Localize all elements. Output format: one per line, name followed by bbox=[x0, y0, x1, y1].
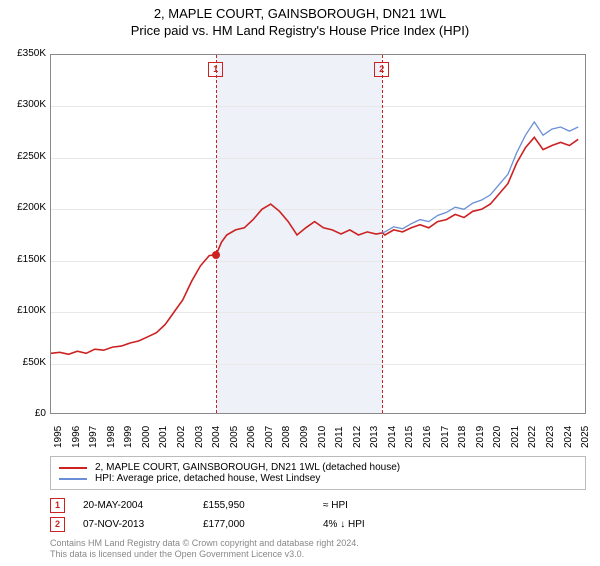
legend-swatch-icon bbox=[59, 478, 87, 480]
x-axis-label: 2010 bbox=[317, 426, 328, 448]
y-axis-label: £100K bbox=[2, 305, 46, 316]
event-marker-2: 2 bbox=[374, 62, 389, 77]
x-axis-label: 2017 bbox=[440, 426, 451, 448]
x-axis-label: 2020 bbox=[492, 426, 503, 448]
x-axis-label: 2004 bbox=[211, 426, 222, 448]
plot-area bbox=[50, 54, 586, 414]
footer-line-2: This data is licensed under the Open Gov… bbox=[50, 549, 359, 560]
x-axis-label: 2000 bbox=[141, 426, 152, 448]
y-axis-label: £300K bbox=[2, 99, 46, 110]
x-axis-label: 1995 bbox=[53, 426, 64, 448]
x-axis-label: 2022 bbox=[527, 426, 538, 448]
x-axis-label: 2021 bbox=[510, 426, 521, 448]
y-axis-label: £0 bbox=[2, 408, 46, 419]
sales-table: 1 20-MAY-2004£155,950≈ HPI 2 07-NOV-2013£17… bbox=[50, 498, 586, 536]
legend-swatch-icon bbox=[59, 467, 87, 469]
x-axis-label: 2015 bbox=[404, 426, 415, 448]
sale-price: £177,000 bbox=[203, 519, 323, 530]
chart-title-subtitle: Price paid vs. HM Land Registry's House … bbox=[0, 23, 600, 38]
x-axis-label: 2008 bbox=[281, 426, 292, 448]
x-axis-label: 1999 bbox=[123, 426, 134, 448]
y-axis-label: £150K bbox=[2, 254, 46, 265]
x-axis-label: 2002 bbox=[176, 426, 187, 448]
x-axis-label: 2014 bbox=[387, 426, 398, 448]
event-marker-1: 1 bbox=[208, 62, 223, 77]
x-axis-label: 1998 bbox=[106, 426, 117, 448]
legend-item: 2, MAPLE COURT, GAINSBOROUGH, DN21 1WL (… bbox=[59, 462, 577, 473]
sale-row: 1 20-MAY-2004£155,950≈ HPI bbox=[50, 498, 586, 513]
x-axis-label: 1997 bbox=[88, 426, 99, 448]
x-axis-label: 2003 bbox=[194, 426, 205, 448]
sale-row: 2 07-NOV-2013£177,0004% ↓ HPI bbox=[50, 517, 586, 532]
chart-container: 2, MAPLE COURT, GAINSBOROUGH, DN21 1WL P… bbox=[0, 6, 600, 566]
line-series-svg bbox=[51, 55, 587, 415]
chart-title-address: 2, MAPLE COURT, GAINSBOROUGH, DN21 1WL bbox=[0, 6, 600, 21]
footer-text: Contains HM Land Registry data © Crown c… bbox=[50, 538, 359, 561]
x-axis-label: 2018 bbox=[457, 426, 468, 448]
x-axis-label: 2009 bbox=[299, 426, 310, 448]
y-axis-label: £250K bbox=[2, 151, 46, 162]
sale-date: 07-NOV-2013 bbox=[83, 519, 203, 530]
x-axis-label: 2013 bbox=[369, 426, 380, 448]
sale-date: 20-MAY-2004 bbox=[83, 500, 203, 511]
y-axis-label: £200K bbox=[2, 202, 46, 213]
x-axis-label: 1996 bbox=[71, 426, 82, 448]
sale-change: ≈ HPI bbox=[323, 500, 443, 511]
series-hpi bbox=[382, 122, 578, 233]
x-axis-label: 2019 bbox=[475, 426, 486, 448]
legend-item: HPI: Average price, detached house, West… bbox=[59, 473, 577, 484]
sale-marker-icon: 1 bbox=[50, 498, 65, 513]
x-axis-label: 2016 bbox=[422, 426, 433, 448]
x-axis-label: 2012 bbox=[352, 426, 363, 448]
legend-label: 2, MAPLE COURT, GAINSBOROUGH, DN21 1WL (… bbox=[95, 462, 400, 473]
x-axis-label: 2005 bbox=[229, 426, 240, 448]
x-axis-label: 2001 bbox=[158, 426, 169, 448]
y-axis-label: £50K bbox=[2, 357, 46, 368]
x-axis-label: 2023 bbox=[545, 426, 556, 448]
legend: 2, MAPLE COURT, GAINSBOROUGH, DN21 1WL (… bbox=[50, 456, 586, 490]
footer-line-1: Contains HM Land Registry data © Crown c… bbox=[50, 538, 359, 549]
x-axis-label: 2011 bbox=[334, 426, 345, 448]
x-axis-label: 2024 bbox=[563, 426, 574, 448]
sale-marker-icon: 2 bbox=[50, 517, 65, 532]
x-axis-label: 2007 bbox=[264, 426, 275, 448]
y-axis-label: £350K bbox=[2, 48, 46, 59]
sale-change: 4% ↓ HPI bbox=[323, 519, 443, 530]
x-axis-label: 2006 bbox=[246, 426, 257, 448]
legend-label: HPI: Average price, detached house, West… bbox=[95, 473, 320, 484]
price-dot-icon bbox=[212, 251, 220, 259]
x-axis-label: 2025 bbox=[580, 426, 591, 448]
series-price_paid bbox=[51, 137, 578, 354]
sale-price: £155,950 bbox=[203, 500, 323, 511]
